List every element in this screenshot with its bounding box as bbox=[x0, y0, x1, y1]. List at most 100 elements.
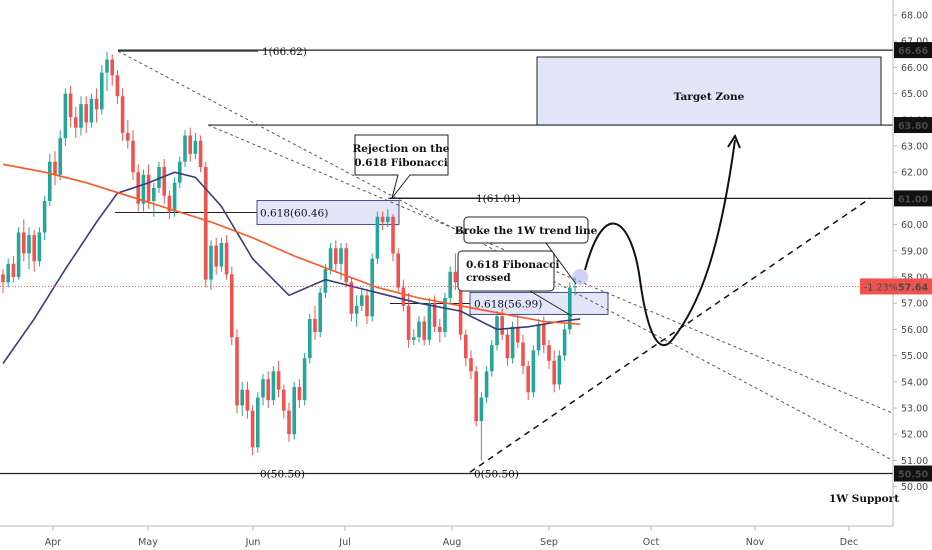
x-tick-label: May bbox=[138, 537, 158, 548]
price-label-box bbox=[894, 465, 932, 482]
x-tick-label: Oct bbox=[643, 537, 660, 548]
candle-body bbox=[344, 248, 348, 283]
candle-body bbox=[542, 324, 546, 346]
candle-body bbox=[464, 334, 468, 359]
candle-body bbox=[552, 360, 556, 385]
candle-body bbox=[573, 286, 577, 288]
x-tick-label: Sep bbox=[540, 537, 558, 548]
candle-body bbox=[100, 72, 104, 110]
last-price-highlight bbox=[572, 269, 589, 285]
candle-body bbox=[287, 410, 291, 435]
candle-body bbox=[230, 274, 234, 338]
candle-body bbox=[479, 397, 484, 422]
projected-path bbox=[584, 139, 736, 347]
candle-body bbox=[282, 389, 286, 411]
rejection-text-1: Rejection on the bbox=[353, 143, 450, 155]
x-tick-label: Aug bbox=[443, 537, 462, 548]
fib-crossed-pointer bbox=[529, 290, 573, 317]
candle-body bbox=[547, 345, 551, 361]
candle-body bbox=[484, 371, 489, 398]
candle-body bbox=[339, 248, 343, 264]
fib-label-top1: 1(66.62) bbox=[262, 46, 307, 58]
candle-body bbox=[245, 389, 250, 411]
price-label-text: 61.00 bbox=[898, 194, 928, 205]
candle-body bbox=[432, 303, 437, 327]
change-label-box bbox=[860, 278, 894, 295]
candle-body bbox=[505, 334, 510, 359]
moving-averages bbox=[2, 163, 581, 364]
annotations: Target Zone Rejection on the 0.618 Fibonac… bbox=[0, 56, 899, 505]
candle-body bbox=[235, 337, 239, 406]
y-tick-label: 63.00 bbox=[901, 142, 928, 153]
candle-body bbox=[292, 387, 296, 435]
candle-body bbox=[68, 93, 73, 118]
candle-body bbox=[495, 316, 499, 346]
candle-body bbox=[53, 161, 57, 175]
candle-body bbox=[323, 269, 328, 293]
price-label-box bbox=[894, 278, 932, 295]
y-tick-label: 50.00 bbox=[901, 482, 928, 493]
candle-body bbox=[562, 329, 567, 356]
candle-body bbox=[490, 345, 494, 372]
candle-body bbox=[406, 305, 411, 340]
candle-body bbox=[94, 98, 99, 110]
candle-body bbox=[386, 216, 390, 222]
candle-body bbox=[240, 389, 244, 406]
candle-body bbox=[516, 326, 520, 343]
rejection-callout bbox=[354, 134, 449, 199]
fib-label-618b: 0.618(56.99) bbox=[474, 298, 542, 310]
candle-body bbox=[334, 248, 338, 264]
candle-body bbox=[360, 295, 364, 306]
candle-body bbox=[204, 166, 208, 280]
x-tick-label: Apr bbox=[45, 537, 62, 548]
candle-body bbox=[48, 161, 52, 202]
candle-body bbox=[328, 248, 333, 270]
fib-label-bot2: 0(50.50) bbox=[474, 469, 519, 481]
moving-average-line bbox=[2, 163, 581, 325]
candle-body bbox=[219, 242, 224, 267]
broke-text: Broke the 1W trend line bbox=[455, 225, 598, 237]
fib-crossed-text-1: 0.618 Fibonacci bbox=[466, 259, 560, 271]
candle-body bbox=[302, 358, 307, 401]
candle-body bbox=[443, 297, 447, 333]
candle-body bbox=[193, 140, 198, 154]
candle-body bbox=[27, 235, 31, 254]
candle-body bbox=[84, 104, 88, 123]
y-tick-label: 62.00 bbox=[901, 168, 928, 179]
candle-body bbox=[308, 318, 312, 359]
candle-body bbox=[474, 371, 478, 422]
candle-body bbox=[531, 350, 536, 393]
price-label-text: 66.66 bbox=[898, 46, 928, 57]
candle-body bbox=[37, 232, 42, 262]
candle-body bbox=[412, 337, 416, 340]
price-label-box bbox=[894, 42, 932, 59]
candle-body bbox=[396, 253, 400, 288]
candle-body bbox=[313, 318, 317, 333]
candle-body bbox=[32, 235, 36, 262]
candle-body bbox=[141, 174, 146, 204]
candle-body bbox=[521, 342, 525, 367]
candle-body bbox=[354, 305, 359, 314]
candle-body bbox=[458, 282, 463, 335]
time-axis[interactable]: Apr May Jun Jul Aug Sep Oct Nov Dec bbox=[0, 525, 893, 548]
x-tick-label: Jun bbox=[245, 537, 261, 548]
candle-body bbox=[250, 410, 255, 448]
candle-body bbox=[297, 387, 302, 401]
target-zone-box bbox=[536, 56, 882, 126]
trend-line-lower bbox=[207, 124, 894, 414]
candle-body bbox=[63, 93, 68, 139]
price-axis[interactable]: 50.00 51.00 52.00 53.00 54.00 55.00 56.00 57.00… bbox=[860, 0, 932, 526]
candle-body bbox=[526, 366, 530, 393]
candle-body bbox=[126, 132, 130, 141]
candle-body bbox=[11, 263, 16, 277]
fib-label-top2: 1(61.01) bbox=[476, 193, 521, 205]
price-label-text: 57.64 bbox=[898, 282, 928, 293]
x-tick-label: Nov bbox=[746, 537, 765, 548]
candle-body bbox=[42, 201, 47, 233]
y-tick-label: 51.00 bbox=[901, 456, 928, 467]
moving-average-line bbox=[2, 171, 581, 364]
price-label-text: 63.80 bbox=[898, 121, 928, 132]
price-label-text: 50.50 bbox=[898, 470, 928, 481]
y-tick-label: 58.00 bbox=[901, 273, 928, 284]
